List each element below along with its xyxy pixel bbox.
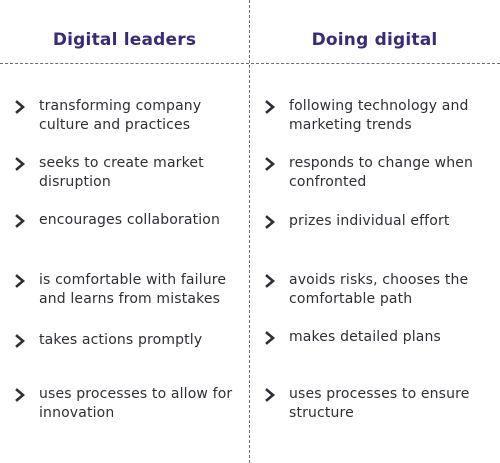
digital-leaders-list: transforming company culture and practic… — [14, 0, 244, 463]
list-item-text: transforming company culture and practic… — [39, 98, 202, 133]
list-item: avoids risks, chooses the comfortable pa… — [264, 271, 494, 309]
list-item: seeks to create market disruption — [14, 154, 244, 192]
chevron-right-icon — [14, 156, 26, 172]
list-item: prizes individual effort — [264, 212, 494, 231]
chevron-right-icon — [14, 387, 26, 403]
list-item-text: makes detailed plans — [289, 329, 442, 345]
list-item-text: seeks to create market disruption — [39, 155, 204, 190]
header-divider — [0, 63, 500, 64]
list-item: takes actions promptly — [14, 331, 244, 350]
list-item: is comfortable with failure and learns f… — [14, 271, 244, 309]
chevron-right-icon — [264, 214, 276, 230]
list-item-text: responds to change when confronted — [289, 155, 474, 190]
heading-digital-leaders: Digital leaders — [52, 30, 197, 50]
list-item-text: avoids risks, chooses the comfortable pa… — [289, 272, 469, 307]
list-item-text: uses processes to allow for innovation — [39, 386, 233, 421]
chevron-right-icon — [264, 156, 276, 172]
list-item-text: takes actions promptly — [39, 332, 203, 348]
chevron-right-icon — [14, 99, 26, 115]
chevron-right-icon — [14, 213, 26, 229]
doing-digital-list: following technology and marketing trend… — [264, 0, 494, 463]
list-item-text: prizes individual effort — [289, 213, 450, 229]
chevron-right-icon — [14, 333, 26, 349]
chevron-right-icon — [264, 99, 276, 115]
list-item-text: following technology and marketing trend… — [289, 98, 469, 133]
column-divider — [249, 0, 250, 463]
list-item-text: uses processes to ensure structure — [289, 386, 470, 421]
list-item: responds to change when confronted — [264, 154, 494, 192]
list-item: uses processes to allow for innovation — [14, 385, 244, 423]
list-item-text: encourages collaboration — [39, 212, 221, 228]
heading-doing-digital: Doing digital — [311, 30, 438, 50]
list-item: following technology and marketing trend… — [264, 97, 494, 135]
chevron-right-icon — [264, 387, 276, 403]
list-item: uses processes to ensure structure — [264, 385, 494, 423]
list-item: transforming company culture and practic… — [14, 97, 244, 135]
chevron-right-icon — [264, 273, 276, 289]
list-item: makes detailed plans — [264, 328, 494, 347]
list-item: encourages collaboration — [14, 211, 244, 230]
chevron-right-icon — [14, 273, 26, 289]
list-item-text: is comfortable with failure and learns f… — [39, 272, 227, 307]
chevron-right-icon — [264, 330, 276, 346]
